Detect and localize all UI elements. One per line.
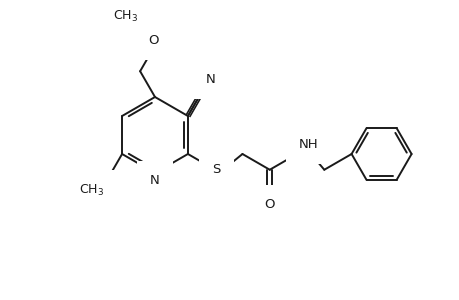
Text: N: N	[205, 73, 215, 86]
Text: S: S	[212, 163, 220, 176]
Text: O: O	[148, 34, 158, 46]
Text: N: N	[150, 174, 160, 187]
Text: O: O	[264, 198, 274, 211]
Text: CH$_3$: CH$_3$	[113, 9, 138, 24]
Text: NH: NH	[298, 138, 318, 151]
Text: CH$_3$: CH$_3$	[79, 183, 104, 198]
